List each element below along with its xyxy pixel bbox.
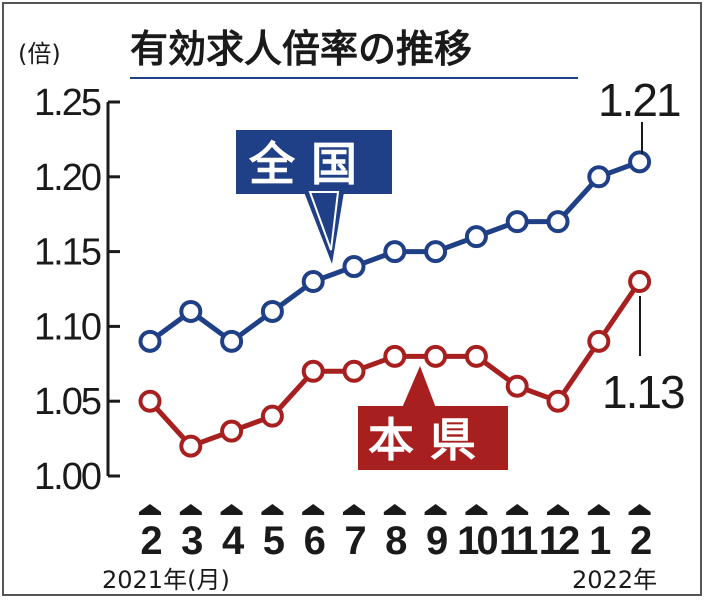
x-tick-label: 8 bbox=[385, 519, 407, 563]
data-point-0 bbox=[220, 329, 244, 353]
data-point-0 bbox=[505, 210, 529, 234]
y-unit-label: (倍) bbox=[18, 40, 61, 68]
x-tick-underline bbox=[139, 512, 161, 515]
y-ticks: 1.00 1.05 1.10 1.15 1.20 1.25 bbox=[34, 82, 120, 498]
y-tick-label: 1.05 bbox=[34, 381, 101, 423]
series-layer bbox=[138, 150, 652, 458]
x-tick-label: 11 bbox=[499, 519, 538, 563]
x-tick-underline bbox=[261, 512, 284, 515]
x-tick-underline bbox=[220, 512, 243, 515]
x-tick-underline bbox=[302, 512, 325, 515]
data-point-0 bbox=[342, 255, 366, 279]
data-point-0 bbox=[383, 240, 407, 264]
x-tick-underline bbox=[179, 512, 202, 515]
x-tick-marker bbox=[465, 504, 488, 512]
data-point-0 bbox=[628, 150, 652, 174]
x-caption-start: 2021年(月) bbox=[102, 566, 230, 594]
x-tick-marker bbox=[506, 504, 529, 512]
data-point-1 bbox=[505, 374, 529, 398]
data-point-1 bbox=[342, 359, 366, 383]
x-tick-marker bbox=[547, 504, 569, 512]
x-tick-label: 10 bbox=[457, 519, 497, 563]
tag-national: 全 国 bbox=[236, 130, 392, 264]
x-tick-label: 4 bbox=[222, 519, 245, 563]
x-tick-marker bbox=[261, 504, 284, 512]
tag-prefecture: 本 県 bbox=[358, 366, 508, 470]
y-tick-label: 1.20 bbox=[34, 157, 101, 199]
tag-prefecture-label: 本 県 bbox=[368, 413, 476, 467]
x-tick-marker bbox=[302, 504, 325, 512]
data-point-1 bbox=[587, 329, 611, 353]
y-tick-label: 1.10 bbox=[34, 306, 101, 348]
data-point-1 bbox=[179, 434, 203, 458]
data-point-0 bbox=[301, 270, 325, 294]
x-tick-label: 2 bbox=[630, 519, 651, 563]
x-tick-marker bbox=[383, 504, 406, 512]
data-point-1 bbox=[138, 389, 162, 413]
x-tick-underline bbox=[424, 512, 447, 515]
data-point-0 bbox=[138, 329, 162, 353]
x-tick-label: 12 bbox=[539, 519, 579, 563]
x-tick-label: 2 bbox=[140, 519, 161, 563]
x-tick-label: 3 bbox=[181, 519, 202, 563]
x-tick-label: 7 bbox=[344, 519, 365, 563]
data-point-0 bbox=[464, 225, 488, 249]
x-tick-marker bbox=[587, 504, 610, 512]
x-tick-marker bbox=[179, 504, 202, 512]
y-tick-label: 1.00 bbox=[34, 456, 101, 498]
data-point-1 bbox=[424, 344, 448, 368]
x-tick-label: 6 bbox=[304, 519, 325, 563]
data-point-1 bbox=[464, 344, 488, 368]
x-tick-marker bbox=[220, 504, 243, 512]
end-value-national: 1.21 bbox=[598, 74, 680, 126]
x-tick-label: 9 bbox=[426, 519, 447, 563]
data-point-0 bbox=[260, 299, 284, 323]
x-tick-underline bbox=[587, 512, 610, 515]
data-point-1 bbox=[628, 270, 652, 294]
x-tick-underline bbox=[343, 512, 365, 515]
data-point-0 bbox=[546, 210, 570, 234]
x-ticks: 2 3 4 5 6 7 8 9 10 11 12 1 2 bbox=[139, 504, 654, 563]
x-tick-label: 1 bbox=[589, 519, 611, 563]
x-tick-underline bbox=[628, 512, 651, 515]
line-chart: 有効求人倍率の推移 (倍) 1.00 1.05 1.10 1.15 1.20 1.25 2… bbox=[18, 27, 686, 594]
x-tick-marker bbox=[628, 504, 651, 512]
x-tick-marker bbox=[139, 504, 161, 512]
data-point-1 bbox=[546, 389, 570, 413]
tag-national-label: 全 国 bbox=[248, 137, 357, 191]
x-caption-end: 2022年 bbox=[572, 566, 657, 594]
end-value-prefecture: 1.13 bbox=[602, 366, 684, 418]
data-point-0 bbox=[179, 299, 203, 323]
x-tick-label: 5 bbox=[263, 519, 285, 563]
y-tick-label: 1.25 bbox=[34, 82, 101, 124]
x-tick-underline bbox=[547, 512, 569, 515]
y-tick-label: 1.15 bbox=[34, 232, 101, 274]
tag-prefecture-box bbox=[358, 406, 508, 470]
x-tick-underline bbox=[506, 512, 529, 515]
x-tick-marker bbox=[424, 504, 447, 512]
data-point-1 bbox=[301, 359, 325, 383]
data-point-0 bbox=[587, 165, 611, 189]
data-point-1 bbox=[383, 344, 407, 368]
data-point-1 bbox=[220, 419, 244, 443]
x-tick-underline bbox=[383, 512, 406, 515]
data-point-1 bbox=[260, 404, 284, 428]
x-tick-marker bbox=[343, 504, 365, 512]
tag-national-box bbox=[236, 130, 392, 194]
x-tick-underline bbox=[465, 512, 488, 515]
data-point-0 bbox=[424, 240, 448, 264]
chart-title: 有効求人倍率の推移 bbox=[130, 27, 472, 71]
tag-prefecture-pointer bbox=[402, 366, 436, 408]
